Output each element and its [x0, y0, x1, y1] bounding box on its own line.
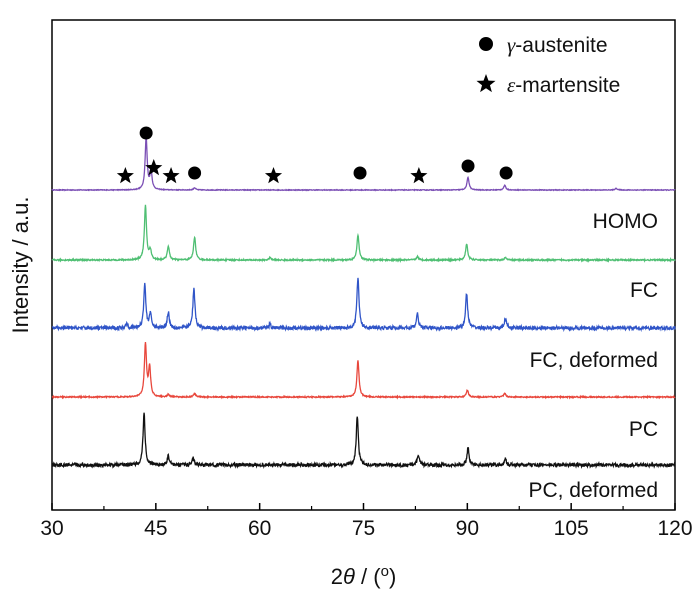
gamma-austenite-marker [499, 166, 513, 180]
x-tick-label-60: 60 [248, 517, 271, 540]
series-label-2: FC [630, 279, 658, 302]
epsilon-martensite-marker [162, 167, 180, 184]
x-tick-label-120: 120 [657, 517, 692, 540]
legend-star-marker [476, 74, 496, 93]
x-axis-title: 2θ / (o) [331, 563, 397, 590]
x-tick-label-75: 75 [352, 517, 375, 540]
epsilon-martensite-marker [264, 167, 283, 184]
gamma-austenite-marker [461, 159, 475, 173]
epsilon-martensite-marker [145, 159, 163, 176]
y-axis-title: Intensity / a.u. [8, 197, 33, 334]
gamma-austenite-marker [353, 166, 367, 180]
legend-circle-marker [479, 37, 493, 51]
gamma-austenite-marker [188, 166, 202, 180]
epsilon-martensite-marker [116, 167, 134, 184]
series-line-1 [51, 204, 676, 264]
x-tick-label-105: 105 [554, 517, 589, 540]
x-tick-label-30: 30 [40, 517, 63, 540]
series-line-0 [51, 136, 676, 192]
legend-label-1: ε-martensite [507, 73, 620, 97]
series-label-3: FC, deformed [530, 349, 658, 372]
series-group [51, 136, 676, 470]
series-line-4 [51, 412, 676, 470]
gamma-austenite-marker [139, 126, 153, 140]
legend: γ-austenite ε-martensite [476, 33, 620, 97]
x-tick-label-45: 45 [144, 517, 167, 540]
series-labels: HOMO FC FC, deformed PC PC, deformed [528, 210, 658, 502]
x-axis-ticks: 30 45 60 75 90 105 120 [40, 503, 693, 540]
series-label-4: PC [629, 418, 658, 441]
series-line-3 [51, 342, 676, 400]
legend-label-0: γ-austenite [507, 33, 608, 57]
peak-markers [116, 126, 513, 184]
series-label-5: PC, deformed [528, 479, 658, 502]
x-tick-label-90: 90 [456, 517, 479, 540]
series-label-1: HOMO [593, 210, 658, 233]
series-line-2 [51, 277, 676, 333]
epsilon-martensite-marker [410, 167, 428, 184]
